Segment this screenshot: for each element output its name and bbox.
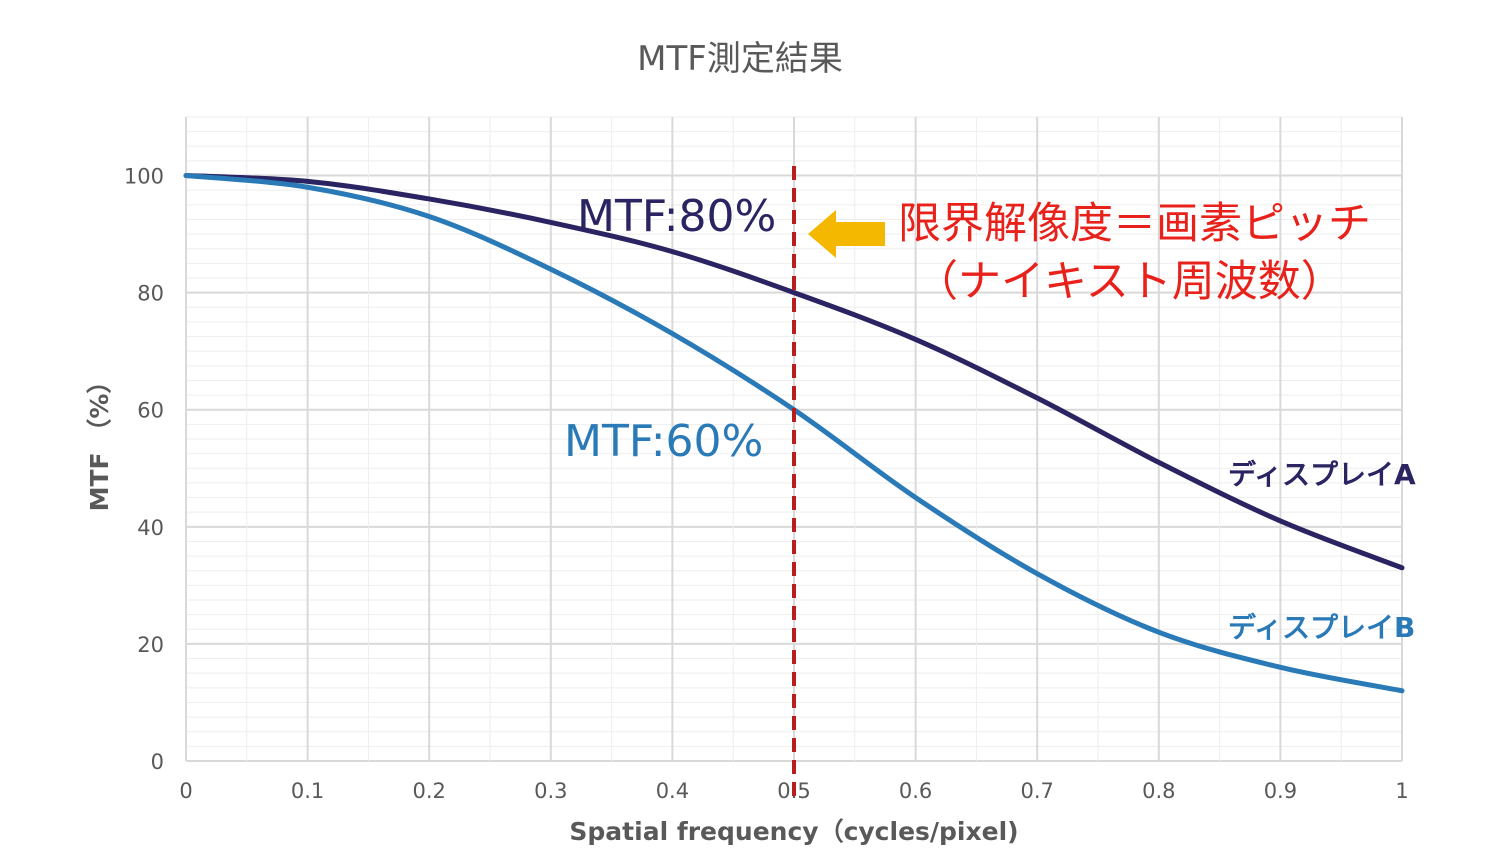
nyquist-text: （ナイキスト周波数） <box>915 257 1344 307</box>
y-tick-label: 40 <box>137 516 164 540</box>
x-tick-label: 0.8 <box>1142 779 1175 803</box>
y-tick-labels: 0 20 40 60 80 100 <box>124 165 164 774</box>
limit-resolution-text: 限界解像度＝画素ピッチ <box>898 199 1371 249</box>
arrow-icon <box>808 210 885 258</box>
y-tick-label: 20 <box>137 633 164 657</box>
x-tick-label: 0.9 <box>1264 779 1297 803</box>
x-tick-label: 0.2 <box>412 779 445 803</box>
y-tick-label: 0 <box>151 750 164 774</box>
chart-title: MTF測定結果 <box>637 39 843 79</box>
series-label-display-a: ディスプレイA <box>1228 458 1416 491</box>
y-tick-label: 60 <box>137 399 164 423</box>
series-line-display-a <box>183 173 1405 571</box>
x-tick-labels: 00.10.20.30.40.50.60.70.80.91 <box>179 779 1408 803</box>
y-tick-label: 100 <box>124 165 164 189</box>
x-tick-label: 0.7 <box>1020 779 1053 803</box>
mtf-a-annotation: MTF:80% <box>577 191 776 242</box>
x-tick-label: 0.1 <box>291 779 324 803</box>
mtf-b-annotation: MTF:60% <box>564 416 763 467</box>
x-tick-label: 0.4 <box>656 779 689 803</box>
x-tick-label: 0.3 <box>534 779 567 803</box>
x-tick-label: 0 <box>179 779 192 803</box>
x-tick-label: 1 <box>1395 779 1408 803</box>
x-tick-label: 0.6 <box>899 779 932 803</box>
y-axis-title: MTF （%） <box>85 369 114 512</box>
series-label-display-b: ディスプレイB <box>1228 611 1415 644</box>
x-axis-title: Spatial frequency（cycles/pixel) <box>569 817 1018 846</box>
y-tick-label: 80 <box>137 282 164 306</box>
